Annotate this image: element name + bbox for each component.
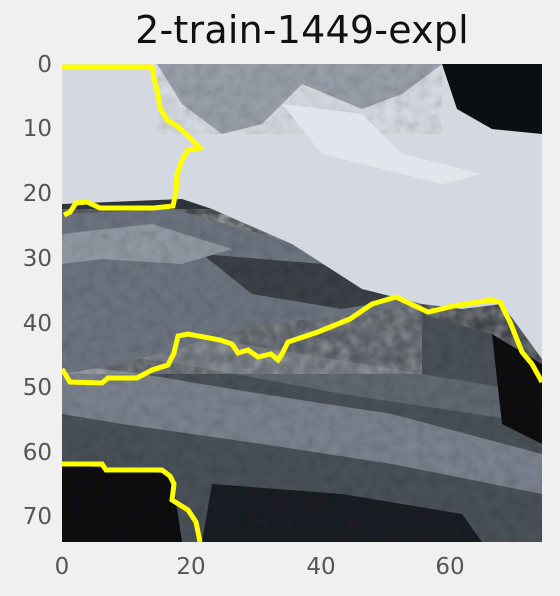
y-tick-label: 50 bbox=[22, 375, 52, 401]
x-tick-label: 20 bbox=[176, 554, 206, 580]
y-tick-label: 10 bbox=[22, 116, 52, 142]
hill-region bbox=[62, 209, 422, 374]
y-tick-label: 40 bbox=[22, 311, 52, 337]
x-tick-label: 60 bbox=[435, 554, 465, 580]
y-tick-label: 20 bbox=[22, 181, 52, 207]
x-tick-label: 40 bbox=[306, 554, 336, 580]
y-tick-label: 0 bbox=[37, 52, 52, 78]
segment-boundaries bbox=[62, 64, 542, 542]
boundary-middle bbox=[62, 294, 542, 386]
x-tick-label: 0 bbox=[54, 554, 70, 580]
boundary-top-left bbox=[62, 64, 206, 218]
plot-title: 2-train-1449-expl bbox=[135, 8, 469, 52]
y-tick-label: 60 bbox=[22, 440, 52, 466]
y-tick-label: 30 bbox=[22, 246, 52, 272]
y-tick-label: 70 bbox=[22, 504, 52, 530]
image-plot bbox=[62, 64, 542, 542]
sky-region bbox=[62, 64, 542, 359]
boundary-bottom-left bbox=[62, 461, 203, 542]
